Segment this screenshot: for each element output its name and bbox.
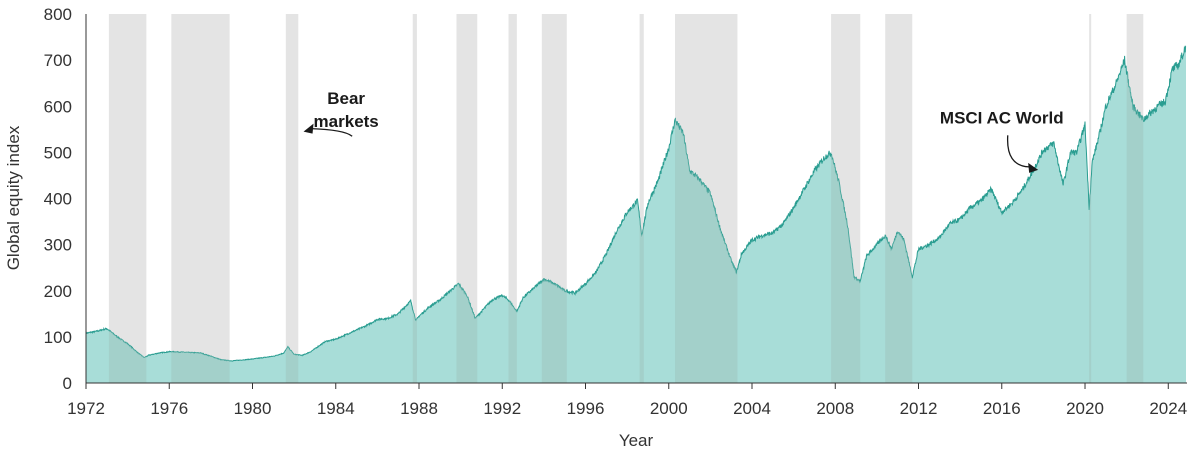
y-tick-label-200: 200	[44, 282, 72, 301]
series-line	[85, 45, 1187, 362]
x-tick-label-1980: 1980	[234, 399, 272, 418]
bear-market-overlap-12	[1126, 46, 1144, 383]
annotations: Bear markets MSCI AC World	[303, 89, 1064, 173]
x-axis-title: Year	[619, 431, 654, 450]
annotation-series-arrowhead	[1028, 162, 1039, 173]
y-tick-labels: 0 100 200 300 400 500 600 700 800	[44, 5, 72, 393]
x-tick-label-2024: 2024	[1149, 399, 1187, 418]
x-tick-label-1992: 1992	[483, 399, 521, 418]
y-tick-label-300: 300	[44, 236, 72, 255]
y-tick-label-0: 0	[63, 374, 72, 393]
x-tick-labels: 1972 1976 1980 1984 1988 1992 1996 2000 2004 2008…	[67, 383, 1187, 418]
x-tick-label-1996: 1996	[567, 399, 605, 418]
x-tick-label-2008: 2008	[816, 399, 854, 418]
y-tick-label-500: 500	[44, 143, 72, 162]
x-tick-label-2016: 2016	[983, 399, 1021, 418]
annotation-bear-arrowhead	[303, 123, 314, 134]
annotation-bear-line2: markets	[314, 112, 379, 131]
bear-market-band-0	[108, 14, 147, 383]
x-tick-label-1972: 1972	[67, 399, 105, 418]
y-tick-label-400: 400	[44, 190, 72, 209]
axes	[85, 14, 1187, 384]
y-axis-title: Global equity index	[4, 125, 23, 270]
bear-market-band-1	[171, 14, 230, 383]
y-tick-label-100: 100	[44, 328, 72, 347]
series-group	[85, 45, 1187, 384]
annotation-series-label: MSCI AC World	[940, 108, 1064, 127]
series-area	[86, 46, 1186, 384]
x-tick-label-2012: 2012	[900, 399, 938, 418]
bear-market-band-2	[285, 14, 299, 383]
x-tick-label-1976: 1976	[150, 399, 188, 418]
bear-market-band-5	[508, 14, 517, 383]
x-tick-label-2000: 2000	[650, 399, 688, 418]
y-tick-label-600: 600	[44, 97, 72, 116]
annotation-bear-arrow	[310, 127, 353, 137]
annotation-series-arrow	[1007, 135, 1030, 168]
bear-market-band-7	[639, 14, 644, 383]
x-tick-label-2020: 2020	[1066, 399, 1104, 418]
y-tick-label-800: 800	[44, 5, 72, 24]
x-tick-label-2004: 2004	[733, 399, 771, 418]
x-tick-label-1984: 1984	[317, 399, 355, 418]
y-tick-label-700: 700	[44, 51, 72, 70]
bear-market-band-3	[412, 14, 417, 383]
annotation-bear-line1: Bear	[327, 89, 365, 108]
x-tick-label-1988: 1988	[400, 399, 438, 418]
bear-market-overlap-11	[1089, 46, 1092, 383]
